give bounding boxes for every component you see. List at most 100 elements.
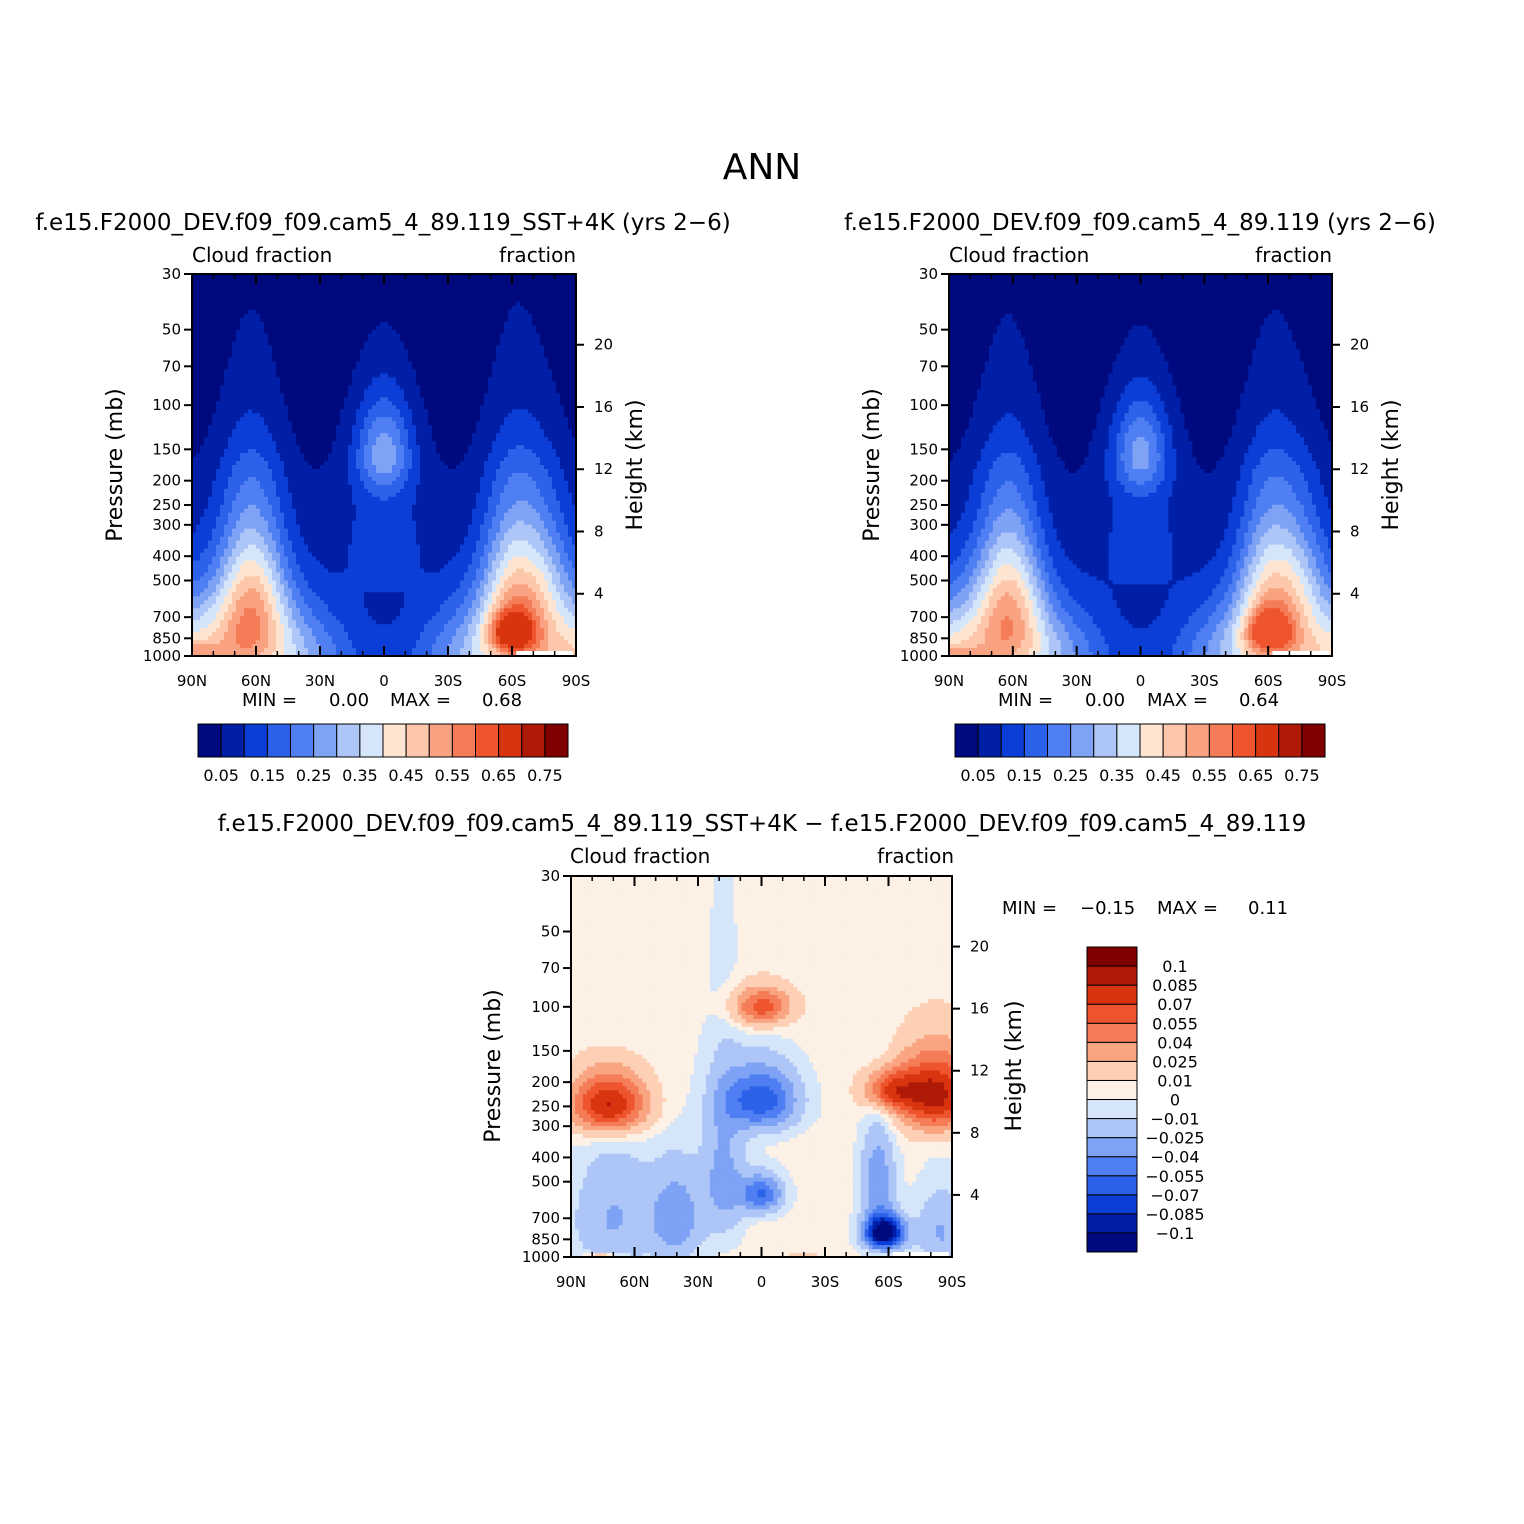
contour-cell xyxy=(428,433,433,438)
contour-cell xyxy=(468,425,473,430)
contour-cell xyxy=(564,302,569,307)
contour-cell xyxy=(300,334,305,339)
contour-cell xyxy=(432,445,437,450)
contour-cell xyxy=(232,425,237,430)
contour-cell xyxy=(196,377,201,382)
contour-cell xyxy=(516,286,521,291)
contour-cell xyxy=(400,286,405,291)
contour-cell xyxy=(204,477,209,482)
contour-cell xyxy=(456,318,461,323)
contour-cell xyxy=(512,338,517,343)
contour-cell xyxy=(200,453,205,458)
contour-cell xyxy=(456,417,461,422)
contour-cell xyxy=(560,322,565,327)
contour-cell xyxy=(568,381,573,386)
contour-cell xyxy=(364,417,369,422)
contour-cell xyxy=(472,377,477,382)
contour-cell xyxy=(284,429,289,434)
contour-cell xyxy=(256,477,261,482)
contour-cell xyxy=(204,429,209,434)
contour-cell xyxy=(476,433,481,438)
contour-cell xyxy=(204,433,209,438)
contour-cell xyxy=(272,302,277,307)
contour-cell xyxy=(476,370,481,375)
contour-cell xyxy=(496,397,501,402)
contour-cell xyxy=(468,473,473,478)
contour-cell xyxy=(288,421,293,426)
contour-cell xyxy=(504,465,509,470)
contour-cell xyxy=(284,445,289,450)
contour-cell xyxy=(568,338,573,343)
contour-cell xyxy=(532,441,537,446)
contour-cell xyxy=(216,373,221,378)
contour-cell xyxy=(352,397,357,402)
contour-cell xyxy=(360,473,365,478)
contour-cell xyxy=(392,417,397,422)
contour-cell xyxy=(200,302,205,307)
contour-cell xyxy=(568,401,573,406)
contour-cell xyxy=(260,358,265,363)
contour-cell xyxy=(524,429,529,434)
contour-cell xyxy=(244,310,249,315)
contour-cell xyxy=(492,449,497,454)
contour-cell xyxy=(316,298,321,303)
contour-cell xyxy=(548,354,553,359)
contour-cell xyxy=(468,401,473,406)
contour-cell xyxy=(216,397,221,402)
contour-cell xyxy=(320,302,325,307)
contour-cell xyxy=(552,445,557,450)
contour-cell xyxy=(528,354,533,359)
contour-cell xyxy=(292,469,297,474)
contour-cell xyxy=(524,381,529,386)
contour-cell xyxy=(344,314,349,319)
contour-cell xyxy=(264,465,269,470)
contour-cell xyxy=(412,350,417,355)
contour-cell xyxy=(208,350,213,355)
contour-cell xyxy=(380,358,385,363)
contour-cell xyxy=(284,433,289,438)
contour-cell xyxy=(276,409,281,414)
contour-cell xyxy=(440,417,445,422)
contour-cell xyxy=(344,461,349,466)
contour-cell xyxy=(392,377,397,382)
contour-cell xyxy=(316,362,321,367)
contour-cell xyxy=(276,449,281,454)
contour-cell xyxy=(260,417,265,422)
contour-cell xyxy=(544,298,549,303)
contour-cell xyxy=(556,409,561,414)
contour-cell xyxy=(452,294,457,299)
contour-cell xyxy=(536,381,541,386)
contour-cell xyxy=(516,290,521,295)
contour-cell xyxy=(472,366,477,371)
contour-cell xyxy=(288,429,293,434)
contour-cell xyxy=(456,370,461,375)
contour-cell xyxy=(532,302,537,307)
contour-cell xyxy=(544,453,549,458)
contour-cell xyxy=(520,445,525,450)
contour-cell xyxy=(544,366,549,371)
contour-cell xyxy=(352,358,357,363)
contour-cell xyxy=(408,322,413,327)
contour-cell xyxy=(300,457,305,462)
contour-cell xyxy=(352,409,357,414)
contour-cell xyxy=(412,286,417,291)
contour-cell xyxy=(536,314,541,319)
contour-cell xyxy=(368,330,373,335)
contour-cell xyxy=(296,358,301,363)
contour-cell xyxy=(560,366,565,371)
contour-cell xyxy=(516,417,521,422)
contour-cell xyxy=(280,381,285,386)
contour-cell xyxy=(340,373,345,378)
contour-cell xyxy=(516,453,521,458)
contour-cell xyxy=(424,286,429,291)
contour-cell xyxy=(488,334,493,339)
contour-cell xyxy=(516,477,521,482)
contour-cell xyxy=(384,473,389,478)
contour-cell xyxy=(384,453,389,458)
contour-cell xyxy=(360,282,365,287)
contour-cell xyxy=(468,346,473,351)
contour-cell xyxy=(248,314,253,319)
contour-cell xyxy=(240,417,245,422)
contour-cell xyxy=(292,449,297,454)
contour-cell xyxy=(300,393,305,398)
